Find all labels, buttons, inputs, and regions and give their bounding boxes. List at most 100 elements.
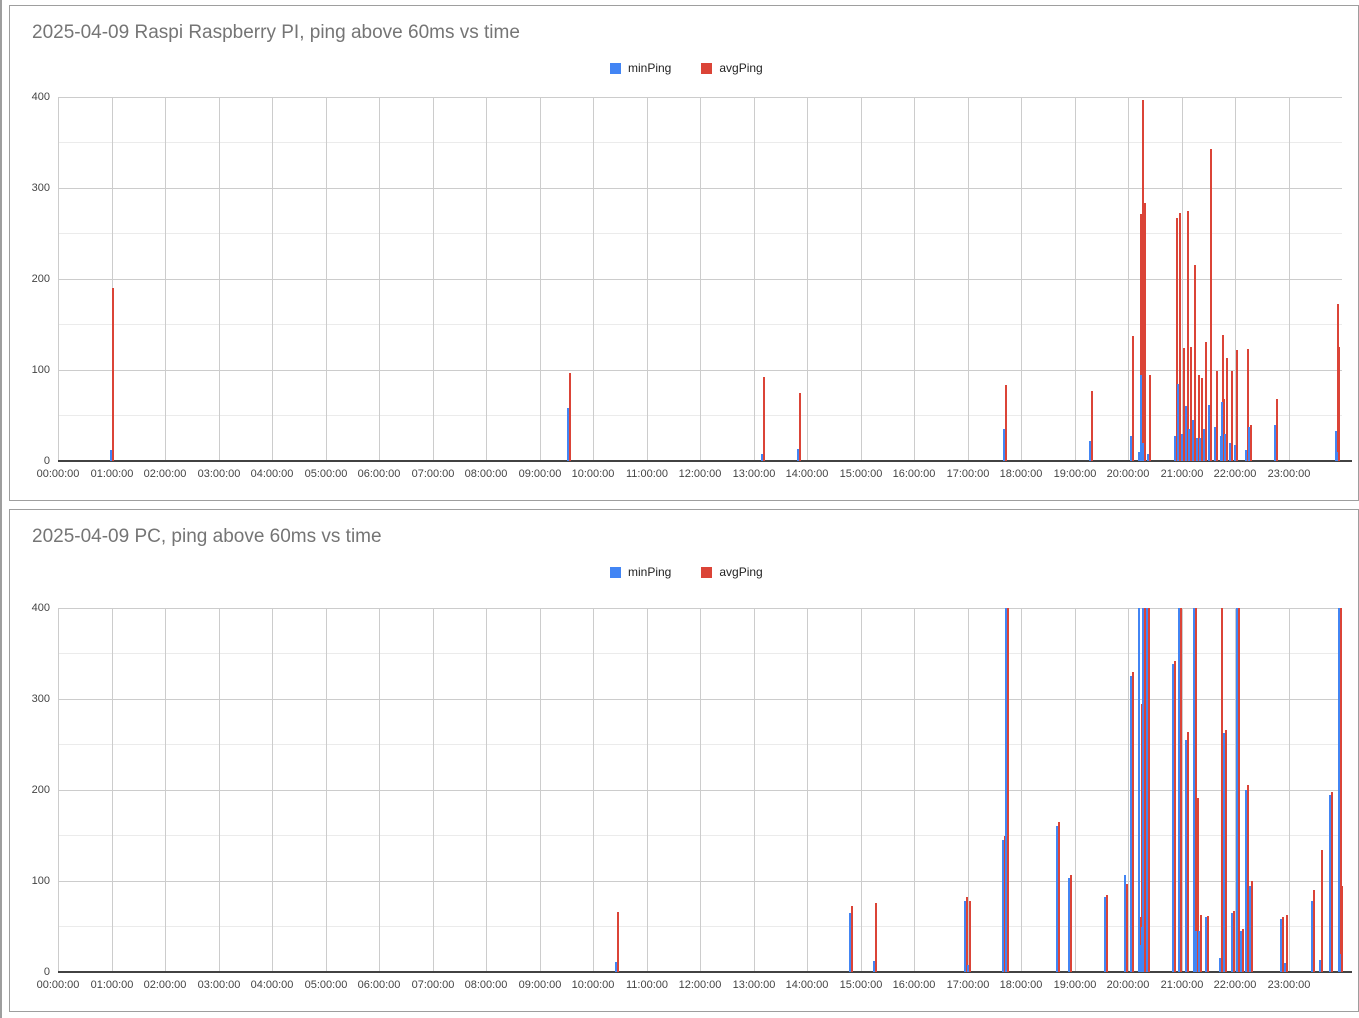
bar-minping[interactable] [1240,931,1242,972]
bar-avgping[interactable] [1149,374,1151,461]
bar-minping[interactable] [1336,451,1338,461]
bar-avgping[interactable] [1194,265,1196,461]
bar-minping[interactable] [1245,450,1247,461]
bar-minping[interactable] [110,450,112,461]
bar-minping[interactable] [873,961,875,972]
bar-minping[interactable] [1181,433,1183,461]
bar-avgping[interactable] [969,901,971,972]
bar-minping[interactable] [615,962,617,972]
bar-minping[interactable] [1284,962,1286,972]
bar-avgping[interactable] [1201,378,1203,461]
bar-minping[interactable] [1193,608,1195,972]
bar-avgping[interactable] [1247,785,1249,972]
bar-avgping[interactable] [1200,914,1202,972]
bar-avgping[interactable] [1282,917,1284,972]
bar-minping[interactable] [1248,427,1250,461]
bar-avgping[interactable] [1187,210,1189,461]
bar-minping[interactable] [967,964,969,972]
bar-minping[interactable] [1219,958,1221,972]
bar-avgping[interactable] [1341,885,1343,972]
bar-avgping[interactable] [1340,608,1342,972]
bar-minping[interactable] [1138,608,1140,972]
bar-minping[interactable] [1196,438,1198,461]
bar-avgping[interactable] [1205,341,1207,461]
plot-area-pc[interactable]: 0 100 200 300 400 00:00:00 01:00:00 02:00:00 03:… [32,602,1352,991]
bar-minping[interactable] [1178,608,1180,972]
bar-avgping[interactable] [1180,608,1182,972]
bar-minping[interactable] [1104,897,1106,972]
bar-minping[interactable] [1203,429,1205,461]
bar-avgping[interactable] [1210,148,1212,461]
bar-avgping[interactable] [1331,791,1333,972]
bar-avgping[interactable] [1247,349,1249,461]
bar-minping[interactable] [567,408,569,461]
bar-minping[interactable] [1142,608,1144,972]
bar-avgping[interactable] [1251,881,1253,972]
bar-minping[interactable] [1005,608,1007,972]
bar-minping[interactable] [1329,794,1331,972]
bar-avgping[interactable] [851,905,853,972]
bar-minping[interactable] [1185,739,1187,972]
bar-avgping[interactable] [1198,374,1200,461]
bar-minping[interactable] [1138,451,1140,461]
bar-avgping[interactable] [1106,894,1108,972]
bar-minping[interactable] [1234,444,1236,461]
bar-avgping[interactable] [1216,370,1218,461]
bar-minping[interactable] [1198,931,1200,972]
bar-minping[interactable] [1177,383,1179,461]
bar-avgping[interactable] [1225,729,1227,972]
bar-avgping[interactable] [875,902,877,972]
bar-avgping[interactable] [569,372,571,461]
bar-minping[interactable] [964,901,966,972]
bar-minping[interactable] [1311,901,1313,972]
plot-area-raspi[interactable]: 0 100 200 300 400 00:00:00 01:00:00 02:00:00 03:… [32,91,1352,480]
bar-minping[interactable] [1236,608,1238,972]
bar-avgping[interactable] [1313,890,1315,972]
bar-minping[interactable] [1140,374,1142,461]
bar-avgping[interactable] [799,392,801,461]
bar-minping[interactable] [1339,953,1341,972]
bar-avgping[interactable] [1005,384,1007,461]
bar-avgping[interactable] [1195,608,1197,972]
bar-minping[interactable] [1221,401,1223,461]
bar-avgping[interactable] [966,897,968,972]
bar-minping[interactable] [1130,436,1132,461]
bar-avgping[interactable] [1007,608,1009,972]
bar-minping[interactable] [1124,874,1126,972]
bar-avgping[interactable] [1276,399,1278,461]
bar-avgping[interactable] [1142,99,1144,461]
bar-minping[interactable] [1147,453,1149,461]
bar-minping[interactable] [1224,433,1226,461]
bar-avgping[interactable] [1070,874,1072,972]
bar-minping[interactable] [1002,840,1004,972]
bar-minping[interactable] [1195,931,1197,972]
bar-avgping[interactable] [1223,399,1225,461]
bar-minping[interactable] [1280,919,1282,972]
bar-minping[interactable] [1245,790,1247,972]
bar-avgping[interactable] [1174,660,1176,972]
bar-minping[interactable] [1338,608,1340,972]
bar-minping[interactable] [1003,429,1005,461]
bar-avgping[interactable] [1250,424,1252,461]
bar-avgping[interactable] [1236,349,1238,461]
bar-minping[interactable] [761,453,763,461]
bar-minping[interactable] [1223,732,1225,972]
bar-avgping[interactable] [1190,347,1192,461]
bar-minping[interactable] [1335,430,1337,461]
bar-minping[interactable] [1142,442,1144,461]
bar-minping[interactable] [1208,404,1210,461]
bar-avgping[interactable] [1148,608,1150,972]
bar-minping[interactable] [1139,944,1141,972]
bar-avgping[interactable] [1144,608,1146,972]
bar-avgping[interactable] [763,377,765,461]
bar-avgping[interactable] [1091,390,1093,461]
bar-avgping[interactable] [1183,348,1185,461]
bar-avgping[interactable] [1179,213,1181,461]
bar-avgping[interactable] [1132,336,1134,461]
bar-avgping[interactable] [1176,218,1178,461]
bar-minping[interactable] [1319,960,1321,972]
bar-minping[interactable] [1089,440,1091,461]
bar-minping[interactable] [1130,676,1132,972]
bar-avgping[interactable] [1321,850,1323,972]
bar-minping[interactable] [1205,917,1207,972]
